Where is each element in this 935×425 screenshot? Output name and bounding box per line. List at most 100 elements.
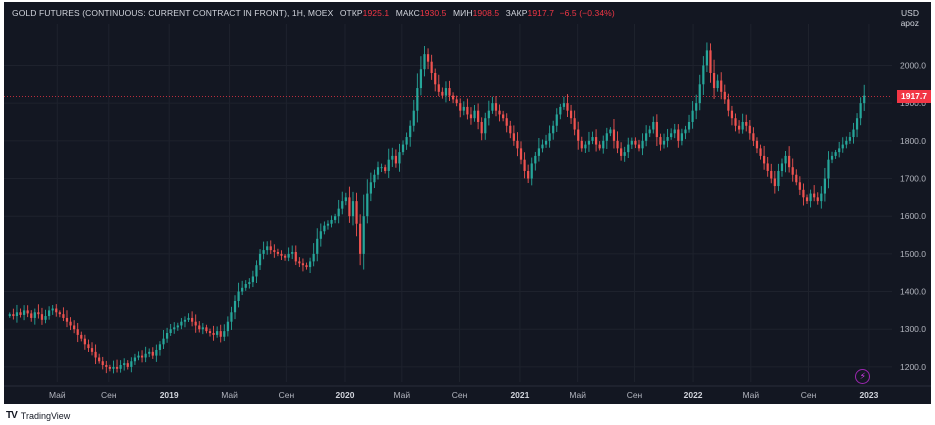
candle-body [87,344,90,349]
open-value: 1925.1 [362,8,390,18]
candle-body [437,84,440,92]
candle-body [745,121,748,126]
candle-body [140,355,144,358]
candle-body [838,148,841,153]
candle-body [216,331,219,335]
candle-body [169,329,172,334]
candle-body [248,282,251,285]
price-tick-label: 2000.0 [900,60,926,70]
candle-body [394,155,397,164]
candle-body [444,88,448,96]
candle-body [123,363,126,366]
time-tick-label: Май [742,390,759,400]
candlestick-chart[interactable]: 2000.0 1900.0 1800.0 1700.0 1600.0 1500.0 1400… [4,2,931,404]
price-axis: 2000.0 1900.0 1800.0 1700.0 1600.0 1500.0 1400… [900,60,926,371]
candle-body [51,308,54,311]
candle-body [58,312,61,315]
candle-body [773,178,776,187]
candle-body [258,253,262,266]
candle-body [544,140,548,145]
candle-body [269,246,272,251]
candle-body [366,193,369,217]
brand-name: TradingView [20,410,71,421]
price-tick-label: 1200.0 [900,362,926,372]
candle-body [137,355,140,358]
candle-body [173,327,176,330]
candle-body [484,118,487,134]
candle-body [777,170,780,187]
candle-body [737,125,741,130]
candle-body [637,144,641,149]
candle-body [98,357,101,362]
candle-body [534,155,537,164]
candle-body [791,167,794,175]
candle-body [158,344,162,350]
candle-body [30,313,33,318]
candle-body [409,125,412,138]
candle-body [198,325,201,330]
candle-body [587,140,591,145]
candle-body [373,174,376,183]
time-tick-label: Май [569,390,586,400]
tradingview-logo-icon[interactable]: TV [6,410,18,421]
candle-body [698,84,701,104]
candle-body [502,114,505,119]
candle-body [813,193,816,198]
candle-body [441,91,444,96]
candle-body [730,110,734,119]
candle-body [337,208,340,217]
candle-body [770,170,773,179]
candle-body [219,331,222,337]
candle-body [802,189,805,198]
chart-area[interactable]: 2000.0 1900.0 1800.0 1700.0 1600.0 1500.0 1400… [4,2,931,404]
candle-body [705,50,709,66]
candle-body [555,114,558,126]
candle-body [33,312,36,318]
candle-body [230,312,233,322]
candle-body [748,125,751,134]
candle-body [90,348,94,352]
time-tick-label: Сен [279,390,295,400]
candle-body [237,291,240,301]
candle-body [22,310,26,315]
close-value: 1917.7 [527,8,555,18]
candle-body [301,263,305,266]
lightning-icon[interactable]: ⚡ [855,369,871,384]
candle-body [94,351,97,358]
candle-body [280,253,283,256]
candle-body [662,140,666,145]
candle-body [805,197,809,202]
candle-body [398,152,401,164]
candle-body [391,155,394,160]
candle-body [755,140,759,149]
candle-body [194,321,197,326]
candle-body [855,118,859,130]
time-tick-label: 2020 [336,390,355,400]
candle-body [276,251,280,254]
candle-body [666,137,669,141]
candle-body [26,310,29,314]
candle-body [165,333,169,339]
candle-body [623,152,626,156]
price-tick-label: 1800.0 [900,136,926,146]
candle-body [680,133,683,141]
candle-body [155,349,158,356]
open-label: ОТКР [339,8,363,18]
candle-body [577,129,580,141]
candle-body [684,129,687,134]
candle-body [273,250,276,252]
currency-label[interactable]: USD apoz [901,8,919,28]
candle-body [498,110,501,115]
candle-body [40,314,44,320]
candle-body [291,251,294,254]
candle-body [627,144,630,153]
time-tick-label: 2021 [510,390,529,400]
candle-body [634,140,637,145]
symbol-header: GOLD FUTURES (CONTINUOUS: CURRENT CONTRA… [12,8,615,18]
candle-body [702,65,705,85]
candle-body [83,338,86,345]
candle-body [298,261,301,264]
candle-body [645,133,648,141]
candle-body [384,167,387,171]
candle-body [369,182,372,194]
